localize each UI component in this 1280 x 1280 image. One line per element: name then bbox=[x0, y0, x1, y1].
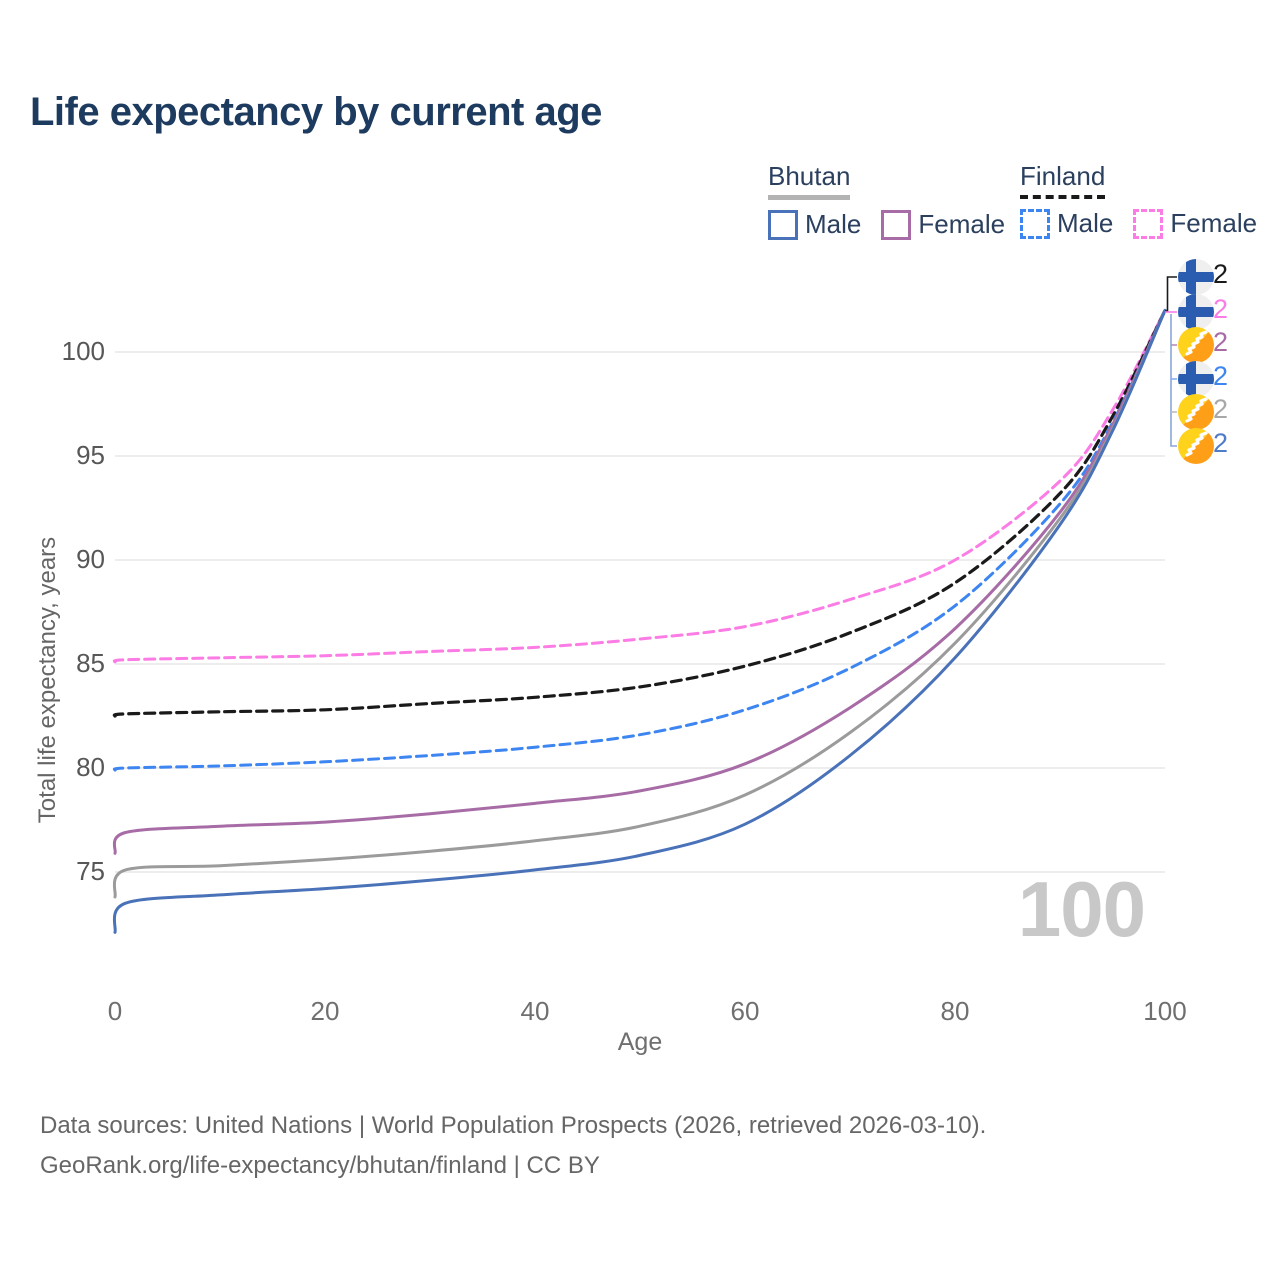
end-label-finland-total: 102 bbox=[1178, 259, 1228, 295]
series-line-finland-male bbox=[112, 308, 1167, 772]
legend-country-finland: Finland bbox=[1020, 161, 1106, 199]
y-tick-95: 95 bbox=[76, 440, 105, 470]
data-source-line2: GeoRank.org/life-expectancy/bhutan/finla… bbox=[40, 1152, 600, 1179]
series-line-finland-female bbox=[112, 308, 1167, 664]
bhutan-flag-icon bbox=[1178, 394, 1214, 430]
bhutan-flag-icon bbox=[1178, 428, 1214, 464]
legend-item-finland-male[interactable]: Male bbox=[1020, 208, 1113, 239]
legend-group-finland: Finland Male Female bbox=[1020, 161, 1257, 239]
series-line-finland-both-sexes bbox=[112, 308, 1167, 718]
y-tick-90: 90 bbox=[76, 544, 105, 574]
legend-country-bhutan: Bhutan bbox=[768, 161, 851, 200]
data-source-line1: Data sources: United Nations | World Pop… bbox=[40, 1112, 987, 1139]
x-axis-title: Age bbox=[617, 1028, 663, 1056]
legend-item-label: Female bbox=[918, 209, 1006, 239]
end-label-bhutan-total: 102 bbox=[1178, 394, 1228, 430]
y-tick-80: 80 bbox=[76, 752, 105, 782]
legend-item-bhutan-female[interactable]: Female bbox=[881, 209, 1005, 240]
legend-row-bhutan: Male Female bbox=[768, 209, 1005, 240]
y-tick-85: 85 bbox=[76, 648, 105, 678]
series-line-bhutan-female bbox=[112, 308, 1167, 855]
legend-item-label: Male bbox=[1057, 208, 1114, 238]
end-label-finland-female: 102 bbox=[1178, 294, 1228, 330]
bhutan-female-swatch-icon bbox=[881, 209, 912, 240]
x-tick-100: 100 bbox=[1143, 996, 1187, 1026]
finland-flag-icon bbox=[1178, 294, 1214, 330]
legend-item-label: Male bbox=[805, 209, 862, 239]
end-label-bhutan-female: 102 bbox=[1178, 327, 1228, 363]
end-label-bhutan-male: 102 bbox=[1178, 428, 1228, 464]
legend-item-bhutan-male[interactable]: Male bbox=[768, 209, 861, 240]
y-axis-title: Total life expectancy, years bbox=[34, 536, 61, 824]
bhutan-male-swatch-icon bbox=[768, 209, 798, 240]
age-counter-watermark: 100 bbox=[1017, 865, 1146, 953]
legend-row-finland: Male Female bbox=[1020, 208, 1257, 239]
bhutan-flag-icon bbox=[1178, 327, 1214, 363]
data-source-note: Data sources: United Nations | World Pop… bbox=[40, 1106, 986, 1186]
legend-item-finland-female[interactable]: Female bbox=[1133, 208, 1257, 239]
x-tick-0: 0 bbox=[107, 996, 123, 1026]
series-line-bhutan-both-sexes bbox=[112, 308, 1167, 899]
series-line-bhutan-male bbox=[112, 308, 1167, 934]
finland-flag-icon bbox=[1178, 361, 1214, 397]
y-tick-100: 100 bbox=[61, 336, 105, 366]
finland-flag-icon bbox=[1178, 259, 1214, 295]
x-tick-60: 60 bbox=[730, 996, 760, 1026]
legend-item-label: Female bbox=[1170, 208, 1258, 238]
x-tick-40: 40 bbox=[520, 996, 550, 1026]
legend-group-bhutan: Bhutan Male Female bbox=[768, 161, 1005, 240]
end-label-finland-male: 102 bbox=[1178, 361, 1228, 397]
end-label-connectors bbox=[1165, 276, 1177, 447]
finland-male-swatch-icon bbox=[1020, 208, 1050, 239]
x-tick-20: 20 bbox=[310, 996, 340, 1026]
y-tick-75: 75 bbox=[76, 856, 105, 886]
finland-female-swatch-icon bbox=[1133, 208, 1164, 239]
x-tick-80: 80 bbox=[940, 996, 970, 1026]
page-title: Life expectancy by current age bbox=[30, 90, 602, 134]
gridlines bbox=[115, 351, 1165, 873]
series-lines bbox=[112, 308, 1167, 934]
